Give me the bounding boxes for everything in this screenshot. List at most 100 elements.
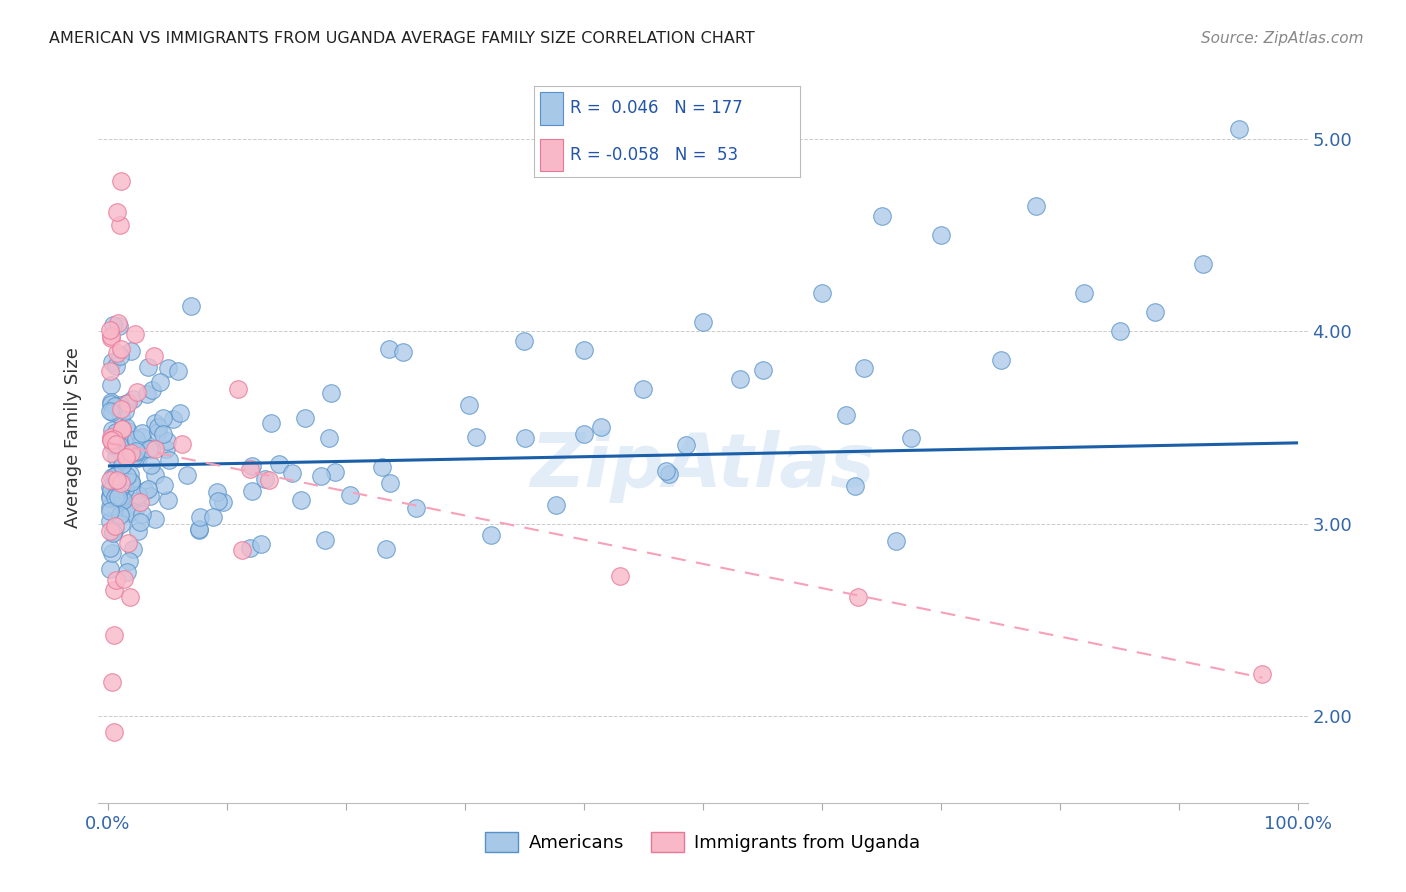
Point bbox=[180, 299, 202, 313]
Point bbox=[149, 376, 172, 390]
Point bbox=[609, 568, 631, 582]
Point bbox=[104, 573, 127, 587]
Point bbox=[118, 553, 141, 567]
Point bbox=[120, 344, 142, 359]
Point bbox=[117, 565, 139, 579]
Point bbox=[108, 319, 131, 334]
Point bbox=[242, 483, 264, 498]
Point bbox=[100, 429, 122, 443]
Point bbox=[900, 432, 922, 446]
Point bbox=[101, 434, 124, 448]
Point bbox=[188, 523, 211, 537]
Point bbox=[120, 504, 142, 518]
Point bbox=[131, 426, 153, 441]
Point bbox=[100, 434, 122, 448]
Point bbox=[103, 318, 125, 332]
Point bbox=[1227, 122, 1250, 136]
Point bbox=[134, 484, 156, 499]
Point bbox=[479, 528, 502, 542]
Point bbox=[281, 467, 304, 481]
Legend: Americans, Immigrants from Uganda: Americans, Immigrants from Uganda bbox=[478, 824, 928, 860]
Point bbox=[155, 442, 177, 456]
Point bbox=[103, 477, 125, 491]
Point bbox=[105, 346, 128, 360]
Point bbox=[101, 355, 124, 369]
Point bbox=[98, 504, 121, 518]
Point bbox=[98, 514, 121, 528]
Point bbox=[125, 443, 148, 458]
Point bbox=[141, 384, 163, 398]
Point bbox=[100, 395, 122, 409]
Point bbox=[339, 488, 361, 502]
Point bbox=[212, 494, 235, 508]
Point bbox=[103, 628, 125, 642]
Point bbox=[375, 541, 398, 556]
Point bbox=[152, 426, 174, 441]
Point bbox=[136, 387, 159, 401]
Point bbox=[105, 437, 128, 451]
Point bbox=[103, 724, 125, 739]
Point bbox=[166, 364, 188, 378]
Point bbox=[1192, 257, 1215, 271]
Point bbox=[115, 420, 138, 434]
Point bbox=[572, 343, 595, 358]
Point bbox=[138, 442, 160, 456]
Point bbox=[131, 508, 153, 522]
Point bbox=[128, 495, 150, 509]
Point bbox=[115, 396, 138, 410]
Point bbox=[115, 500, 138, 515]
Point bbox=[846, 590, 869, 604]
Point bbox=[146, 425, 169, 440]
Point bbox=[152, 478, 174, 492]
Point bbox=[115, 397, 138, 411]
Point bbox=[105, 487, 128, 501]
Point bbox=[100, 434, 122, 448]
Point bbox=[120, 446, 142, 460]
Point bbox=[108, 442, 131, 457]
Point bbox=[112, 572, 135, 586]
Point bbox=[100, 546, 122, 560]
Point bbox=[728, 372, 751, 386]
Point bbox=[100, 483, 122, 498]
Point bbox=[120, 475, 142, 490]
Point bbox=[110, 349, 132, 363]
Point bbox=[127, 524, 149, 538]
Point bbox=[100, 674, 122, 689]
Point bbox=[104, 522, 127, 536]
Point bbox=[117, 396, 139, 410]
Point bbox=[112, 435, 135, 450]
Point bbox=[100, 470, 122, 484]
Point bbox=[114, 483, 136, 497]
Point bbox=[675, 438, 697, 452]
Point bbox=[309, 469, 332, 483]
Point bbox=[110, 517, 132, 532]
Point bbox=[98, 473, 121, 487]
Point bbox=[633, 382, 655, 396]
Point bbox=[835, 409, 858, 423]
Point bbox=[104, 437, 127, 451]
Point bbox=[314, 533, 336, 547]
Point bbox=[156, 361, 179, 376]
Point bbox=[100, 331, 122, 345]
Point bbox=[125, 433, 148, 447]
Point bbox=[104, 469, 127, 483]
Point bbox=[465, 430, 488, 444]
Point bbox=[143, 416, 166, 430]
Point bbox=[125, 494, 148, 508]
Point bbox=[321, 385, 343, 400]
Point bbox=[107, 481, 129, 495]
Text: ZipAtlas: ZipAtlas bbox=[530, 430, 876, 503]
Point bbox=[103, 432, 125, 446]
Point bbox=[188, 522, 211, 536]
Point bbox=[257, 473, 280, 487]
Text: Source: ZipAtlas.com: Source: ZipAtlas.com bbox=[1201, 31, 1364, 46]
Point bbox=[142, 349, 165, 363]
Point bbox=[115, 450, 138, 465]
Point bbox=[205, 484, 228, 499]
Point bbox=[104, 425, 127, 439]
Point bbox=[101, 404, 124, 418]
Point bbox=[240, 459, 263, 474]
Point bbox=[231, 543, 253, 558]
Point bbox=[110, 409, 132, 424]
Point bbox=[101, 423, 124, 437]
